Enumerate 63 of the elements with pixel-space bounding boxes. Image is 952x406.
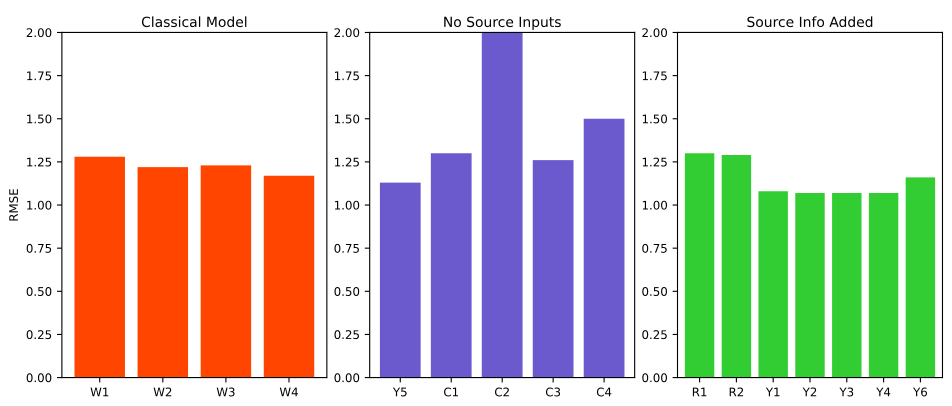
x-tick-label: Y6	[913, 388, 928, 396]
x-tick-label: Y4	[876, 388, 890, 396]
chart-title: Classical Model	[142, 16, 246, 28]
y-tick-label: 0.00	[642, 373, 667, 382]
y-tick-label: 1.50	[334, 114, 360, 124]
x-tick-label: R1	[692, 388, 706, 396]
y-tick-label: 1.75	[642, 71, 667, 80]
bar	[532, 160, 574, 378]
y-tick-label: 0.00	[26, 373, 52, 382]
y-tick-label: 0.25	[642, 330, 667, 340]
y-tick-label: 1.25	[27, 158, 52, 167]
x-tick-label: R2	[730, 388, 744, 396]
y-tick-label: 1.00	[642, 200, 667, 210]
y-tick-label: 2.00	[26, 28, 52, 38]
y-tick-label: 2.00	[642, 28, 667, 38]
y-tick-label: 1.75	[334, 71, 359, 80]
x-tick-label: C4	[596, 388, 612, 396]
x-tick-label: C3	[546, 388, 560, 396]
bar	[868, 192, 898, 378]
x-tick-label: Y2	[802, 388, 816, 396]
y-tick-label: 1.50	[27, 114, 52, 124]
y-tick-label: 1.50	[642, 114, 667, 124]
chart-title: Source Info Added	[747, 16, 872, 28]
x-tick-label: W2	[154, 388, 172, 396]
bar	[380, 182, 421, 378]
bar	[795, 192, 825, 378]
y-axis-title: RMSE	[9, 189, 18, 221]
bar	[584, 118, 624, 378]
y-tick-label: 0.75	[26, 244, 52, 253]
y-tick-label: 0.50	[334, 287, 360, 296]
bar	[74, 156, 125, 378]
x-tick-label: C1	[444, 388, 458, 396]
bar	[200, 165, 252, 378]
bar	[684, 153, 714, 378]
y-tick-label: 0.75	[334, 244, 359, 253]
bar	[906, 177, 936, 378]
y-tick-label: 0.50	[642, 287, 667, 296]
x-tick-label: W1	[90, 388, 108, 396]
bar	[758, 191, 788, 378]
x-tick-label: W4	[280, 388, 298, 396]
bar	[138, 167, 188, 378]
x-tick-label: Y3	[839, 388, 854, 396]
y-tick-label: 1.75	[27, 71, 52, 80]
x-tick-label: Y5	[392, 388, 407, 396]
y-tick-label: 2.00	[334, 28, 360, 38]
y-tick-label: 0.25	[334, 330, 359, 340]
y-tick-label: 1.00	[27, 200, 52, 210]
x-tick-label: Y1	[766, 388, 780, 396]
y-tick-label: 0.75	[642, 244, 667, 253]
bar	[264, 176, 314, 378]
bar	[832, 192, 862, 378]
y-tick-label: 1.00	[334, 200, 360, 210]
y-tick-label: 0.50	[26, 287, 52, 296]
y-tick-label: 1.25	[334, 158, 359, 167]
bar	[430, 153, 472, 378]
y-tick-label: 0.00	[334, 373, 360, 382]
bar	[722, 154, 752, 378]
chart-title: No Source Inputs	[444, 16, 561, 30]
y-tick-label: 0.25	[26, 330, 52, 340]
y-tick-label: 1.25	[642, 158, 667, 167]
bar	[482, 32, 523, 378]
x-tick-label: C2	[494, 388, 509, 396]
x-tick-label: W3	[216, 388, 235, 396]
